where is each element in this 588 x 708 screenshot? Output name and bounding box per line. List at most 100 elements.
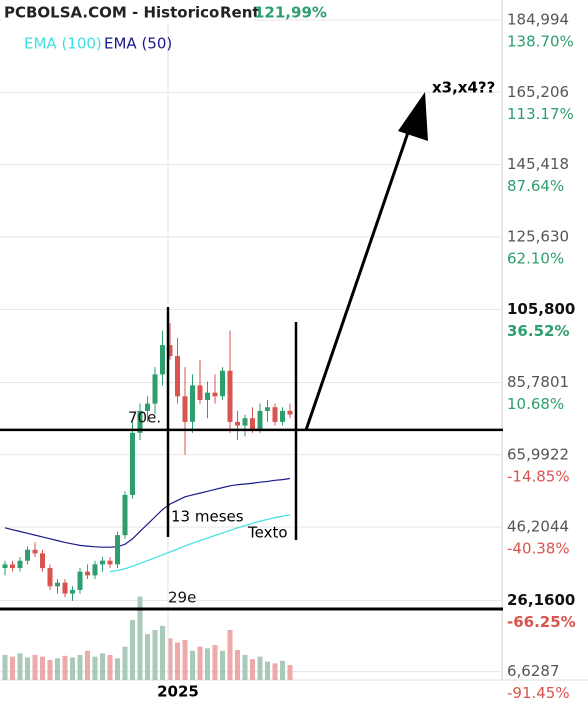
- volume-bar: [272, 663, 278, 680]
- chart-title: PCBOLSA.COM - Historico: [4, 4, 219, 22]
- volume-bar: [10, 656, 15, 680]
- note: Texto: [247, 524, 288, 542]
- volume-bar: [92, 656, 98, 680]
- volume-bar: [100, 653, 105, 680]
- candle-body: [212, 392, 218, 397]
- volume-bar: [205, 648, 210, 680]
- volume-bar: [107, 655, 113, 680]
- volume-bar: [70, 657, 75, 680]
- candle-body: [130, 432, 135, 495]
- legend-label: EMA (50): [104, 35, 172, 53]
- y2-tick-label: -66.25%: [507, 613, 576, 631]
- note: x3,x4??: [432, 79, 495, 97]
- ema-line: [4, 477, 291, 548]
- y-tick-label: 65,9922: [507, 445, 569, 463]
- ema-line: [109, 514, 291, 573]
- candle-body: [77, 571, 83, 590]
- volume-bar: [2, 655, 8, 680]
- volume-bar: [167, 638, 173, 680]
- candle-body: [280, 410, 285, 422]
- candle-body: [25, 549, 30, 561]
- legend-label: EMA (100): [24, 35, 102, 53]
- arrow-shaft: [304, 114, 416, 431]
- volume-bar: [145, 634, 150, 680]
- return-label: Rent: [220, 4, 260, 22]
- volume-bar: [130, 620, 135, 680]
- candle-body: [145, 403, 150, 411]
- volume-bar: [17, 653, 23, 680]
- candle-body: [32, 549, 38, 554]
- volume-bar: [250, 659, 255, 680]
- volume-bar: [235, 650, 240, 680]
- volume-bar: [40, 656, 45, 680]
- candle-body: [220, 370, 225, 397]
- volume-bar: [62, 655, 68, 680]
- volume-bar: [137, 596, 143, 680]
- candle-body: [70, 589, 75, 594]
- candle-body: [287, 410, 293, 415]
- candle-body: [205, 392, 210, 400]
- y-tick-label: 165,206: [507, 83, 569, 101]
- y-tick-label: 105,800: [507, 300, 575, 318]
- volume-bar: [77, 655, 83, 680]
- candle-body: [257, 410, 263, 430]
- y-tick-label: 26,1600: [507, 591, 575, 609]
- y-tick-label: 6,6287: [507, 662, 560, 680]
- y-tick-label: 85,7801: [507, 373, 569, 391]
- candle-body: [160, 345, 165, 375]
- y2-tick-label: 113.17%: [507, 105, 574, 123]
- y2-tick-label: -40.38%: [507, 540, 570, 558]
- volume-bar: [287, 665, 293, 680]
- candle-body: [55, 582, 60, 587]
- volume-bar: [227, 630, 233, 680]
- candle-body: [17, 560, 23, 569]
- volume-bar: [25, 657, 30, 680]
- volume-bar: [220, 650, 225, 680]
- candle-body: [40, 553, 45, 569]
- candle-body: [227, 370, 233, 422]
- header-bg: [2, 2, 254, 24]
- volume-bar: [197, 646, 203, 680]
- volume-bar: [47, 660, 53, 680]
- volume-bar: [32, 655, 38, 680]
- level-label: 29e: [168, 588, 196, 606]
- y2-tick-label: 62.10%: [507, 249, 564, 267]
- candle-body: [107, 560, 113, 565]
- candle-body: [190, 385, 195, 422]
- candle-body: [175, 356, 180, 397]
- candle-body: [92, 564, 98, 576]
- y-tick-label: 184,994: [507, 11, 569, 29]
- y2-tick-label: 87.64%: [507, 177, 564, 195]
- candle-body: [100, 560, 105, 565]
- candle-body: [272, 407, 278, 422]
- volume-bar: [55, 658, 60, 680]
- candle-body: [197, 385, 203, 400]
- y2-tick-label: 10.68%: [507, 395, 564, 413]
- candle-body: [242, 418, 248, 426]
- volume-bar: [280, 660, 285, 680]
- volume-bar: [212, 645, 218, 680]
- candle-body: [2, 564, 8, 569]
- note: 13 meses: [171, 508, 244, 526]
- volume-bar: [182, 640, 188, 680]
- x-tick-label: 2025: [157, 683, 199, 701]
- volume-bar: [115, 658, 120, 680]
- candle-body: [85, 571, 90, 576]
- volume-bar: [257, 656, 263, 680]
- candle-body: [137, 410, 143, 433]
- candle-body: [235, 421, 240, 426]
- volume-bar: [265, 661, 270, 680]
- y-tick-label: 125,630: [507, 227, 569, 245]
- y-tick-label: 145,418: [507, 155, 569, 173]
- volume-bar: [242, 655, 248, 680]
- return-value: 121,99%: [254, 4, 327, 22]
- candle-body: [115, 535, 120, 565]
- candle-body: [182, 396, 188, 422]
- y-tick-label: 46,2044: [507, 518, 569, 536]
- volume-bar: [85, 650, 90, 680]
- candle-body: [152, 374, 158, 404]
- level-label: 70e.: [128, 408, 161, 426]
- candle-body: [265, 407, 270, 411]
